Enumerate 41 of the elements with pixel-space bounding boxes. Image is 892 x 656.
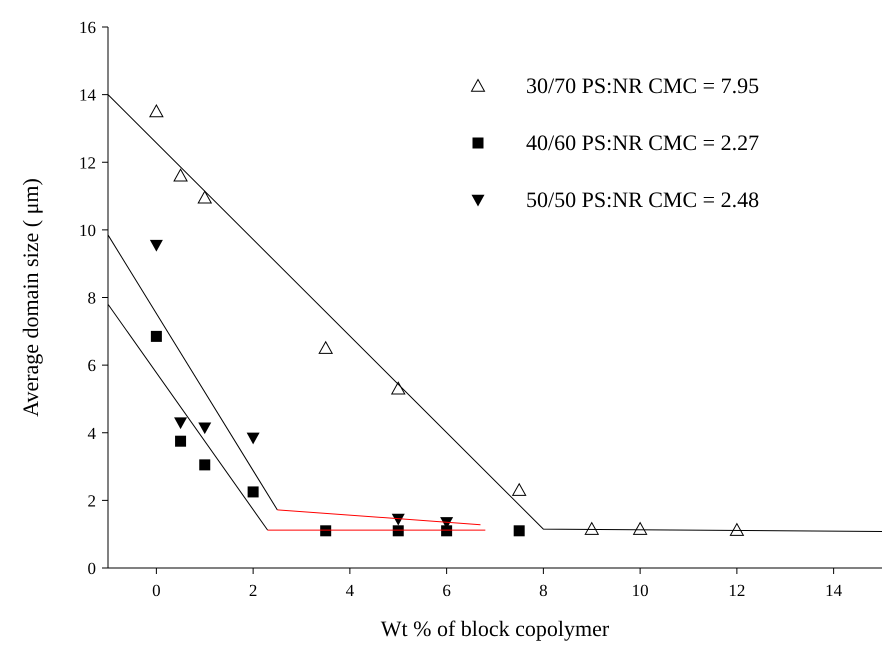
y-tick-label: 12 bbox=[79, 153, 96, 172]
y-tick-label: 0 bbox=[88, 559, 96, 578]
point bbox=[730, 523, 744, 536]
legend-label: 40/60 PS:NR CMC = 2.27 bbox=[526, 130, 760, 155]
point bbox=[584, 522, 599, 535]
point bbox=[199, 459, 210, 470]
point bbox=[175, 436, 186, 447]
y-tick-label: 8 bbox=[88, 288, 96, 308]
point bbox=[392, 525, 404, 536]
point bbox=[150, 240, 163, 252]
y-tick-label: 14 bbox=[79, 86, 96, 105]
x-tick-label: 2 bbox=[248, 581, 258, 600]
legend-label: 50/50 PS:NR CMC = 2.48 bbox=[526, 187, 760, 212]
point bbox=[174, 417, 188, 430]
x-axis-title: Wt % of block copolymer bbox=[380, 616, 610, 641]
x-tick-label: 14 bbox=[825, 581, 843, 600]
x-tick-label: 4 bbox=[346, 581, 355, 600]
legend-label: 30/70 PS:NR CMC = 7.95 bbox=[526, 73, 760, 98]
point bbox=[246, 432, 260, 444]
point bbox=[198, 190, 212, 204]
y-tick-label: 2 bbox=[88, 491, 96, 510]
x-tick-label: 6 bbox=[442, 581, 451, 600]
y-tick-label: 10 bbox=[79, 220, 96, 240]
point bbox=[150, 330, 162, 342]
point bbox=[320, 525, 332, 536]
point bbox=[198, 422, 212, 434]
x-tick-label: 10 bbox=[632, 581, 649, 600]
y-tick-label: 4 bbox=[88, 424, 96, 443]
point bbox=[149, 104, 164, 118]
x-tick-label: 8 bbox=[539, 581, 548, 600]
point bbox=[514, 525, 525, 536]
y-tick-label: 16 bbox=[79, 18, 96, 37]
point bbox=[174, 168, 188, 182]
point bbox=[318, 341, 333, 354]
point bbox=[391, 382, 406, 394]
y-axis-title: Average domain size ( μm) bbox=[18, 178, 43, 417]
point bbox=[512, 483, 526, 496]
point bbox=[248, 486, 259, 498]
x-tick-label: 0 bbox=[152, 581, 161, 600]
y-tick-label: 6 bbox=[88, 356, 96, 376]
x-tick-label: 12 bbox=[728, 581, 746, 600]
